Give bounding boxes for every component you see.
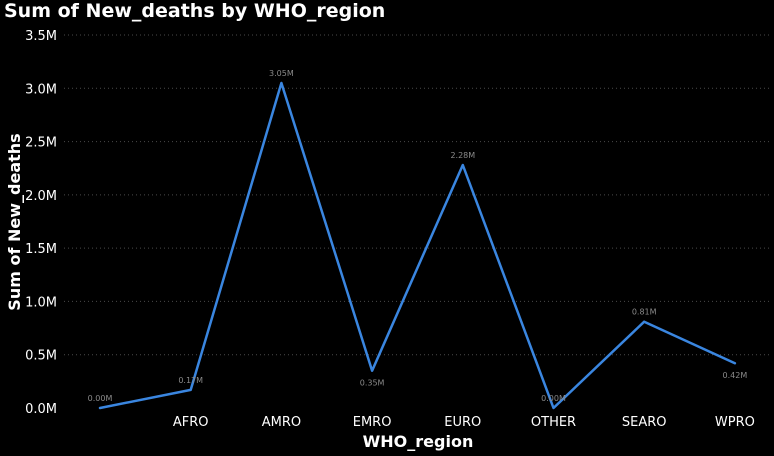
- x-axis-title: WHO_region: [363, 432, 474, 451]
- data-label: 2.28M: [450, 151, 475, 160]
- series-line-layer: [98, 81, 737, 410]
- x-tick-label: AMRO: [262, 415, 301, 430]
- data-labels: 0.00M 0.17M 3.05M 0.35M 2.28M 0.00M 0.81M 0.42M: [88, 69, 748, 403]
- y-tick-label: 2.5M: [25, 136, 57, 151]
- x-tick-label: OTHER: [531, 415, 576, 430]
- x-tick-label: EMRO: [353, 415, 392, 430]
- y-tick-label: 3.0M: [25, 82, 57, 97]
- series-line: [98, 81, 737, 410]
- data-label: 0.17M: [178, 376, 203, 385]
- x-tick-label: WPRO: [715, 415, 755, 430]
- x-tick-label: AFRO: [173, 415, 209, 430]
- y-tick-label: 1.5M: [25, 242, 57, 257]
- data-label: 0.00M: [88, 394, 113, 403]
- data-label: 0.35M: [360, 379, 385, 388]
- y-tick-label: 0.5M: [25, 349, 57, 364]
- data-label: 3.05M: [269, 69, 294, 78]
- x-tick-label: EURO: [444, 415, 481, 430]
- gridlines: [64, 34, 770, 356]
- data-label: 0.00M: [541, 394, 566, 403]
- y-tick-label: 2.0M: [25, 189, 57, 204]
- x-tick-label: SEARO: [622, 415, 667, 430]
- x-axis-ticks: AFRO AMRO EMRO EURO OTHER SEARO WPRO: [173, 415, 755, 430]
- y-tick-label: 3.5M: [25, 29, 57, 44]
- y-axis-title: Sum of New_deaths: [5, 133, 24, 310]
- chart-title: Sum of New_deaths by WHO_region: [4, 0, 386, 22]
- data-label: 0.42M: [723, 371, 748, 380]
- data-label: 0.81M: [632, 308, 657, 317]
- y-tick-label: 0.0M: [25, 402, 57, 417]
- y-axis-ticks: 0.0M 0.5M 1.0M 1.5M 2.0M 2.5M 3.0M 3.5M: [25, 29, 57, 417]
- y-tick-label: 1.0M: [25, 295, 57, 310]
